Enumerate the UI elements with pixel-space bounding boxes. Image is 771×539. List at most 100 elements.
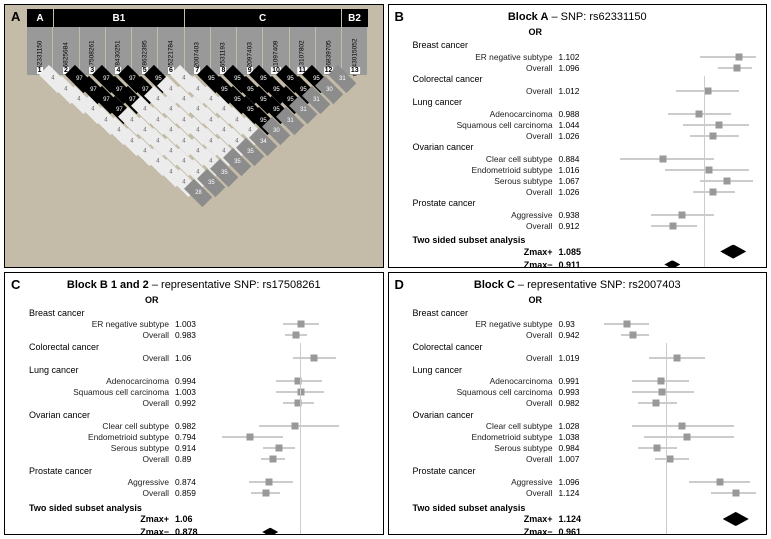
or-value: 1.003 [175, 387, 215, 397]
subtype-label: Adenocarcinoma [29, 376, 175, 386]
subtype-label: Squamous cell carcinoma [413, 120, 559, 130]
zmax-value: 0.911 [559, 260, 599, 268]
or-value: 0.992 [175, 398, 215, 408]
zmax-label: Zmax− [413, 260, 559, 268]
or-value: 1.044 [559, 120, 599, 130]
or-value: 0.983 [175, 330, 215, 340]
forest-row: Adenocarcinoma0.991 [413, 376, 757, 387]
point-marker [715, 121, 722, 128]
zmax-value: 1.085 [559, 247, 599, 257]
forest-row: ER negative subtype1.003 [29, 319, 373, 330]
zmax-value: 0.961 [559, 527, 599, 535]
panel-label: D [395, 277, 404, 292]
ref-line [300, 343, 301, 535]
zmax-label: Zmax− [29, 527, 175, 535]
forest-row-plot [599, 62, 757, 73]
point-marker [297, 321, 304, 328]
forest-row: Squamous cell carcinoma0.993 [413, 387, 757, 398]
forest-row-plot [599, 488, 757, 499]
point-marker [652, 400, 659, 407]
ref-line [666, 343, 667, 535]
forest-row: Serous subtype0.984 [413, 443, 757, 454]
cancer-group: Lung cancer [413, 364, 757, 376]
forest-row: Adenocarcinoma0.994 [29, 376, 373, 387]
forest-row-plot [599, 85, 757, 96]
or-value: 0.993 [559, 387, 599, 397]
or-value: 0.938 [559, 210, 599, 220]
or-value: 0.942 [559, 330, 599, 340]
subtype-label: Overall [413, 131, 559, 141]
forest-row-plot [599, 398, 757, 409]
forest-row-plot [599, 421, 757, 432]
block-seg: C [185, 9, 342, 27]
subtype-label: Endometrioid subtype [29, 432, 175, 442]
forest-row: Aggressive0.874 [29, 477, 373, 488]
subtype-label: Endometrioid subtype [413, 165, 559, 175]
subtype-label: ER negative subtype [29, 319, 175, 329]
forest-row-plot [599, 220, 757, 231]
forest-row-plot [599, 319, 757, 330]
point-marker [659, 389, 666, 396]
point-marker [292, 332, 299, 339]
or-value: 0.984 [559, 443, 599, 453]
analysis-label: Two sided subset analysis [29, 503, 373, 513]
analysis-label: Two sided subset analysis [413, 503, 757, 513]
forest-row: Overall1.019 [413, 353, 757, 364]
subtype-label: Clear cell subtype [413, 154, 559, 164]
forest-row-plot [599, 477, 757, 488]
ref-line [704, 76, 705, 268]
cancer-group: Breast cancer [413, 39, 757, 51]
or-value: 1.003 [175, 319, 215, 329]
or-value: 0.89 [175, 454, 215, 464]
or-header: OR [413, 27, 603, 37]
point-marker [669, 222, 676, 229]
forest-row: Overall1.06 [29, 353, 373, 364]
or-header: OR [413, 295, 603, 305]
forest-row: Overall0.982 [413, 398, 757, 409]
panel-forest-block-b: CBlock B 1 and 2 – representative SNP: r… [4, 272, 384, 536]
point-marker [732, 490, 739, 497]
zmax-plot [599, 259, 757, 268]
or-value: 0.874 [175, 477, 215, 487]
or-value: 0.994 [175, 376, 215, 386]
forest-row-plot [599, 376, 757, 387]
cancer-group: Ovarian cancer [29, 409, 373, 421]
forest-row-plot [215, 443, 373, 454]
subtype-label: Overall [413, 330, 559, 340]
forest-plot: ORBreast cancerER negative subtype0.93Ov… [389, 293, 767, 536]
forest-row-plot [599, 119, 757, 130]
cancer-group: Ovarian cancer [413, 409, 757, 421]
subtype-label: Overall [413, 63, 559, 73]
cancer-group: Lung cancer [29, 364, 373, 376]
point-marker [723, 177, 730, 184]
subtype-label: Adenocarcinoma [413, 376, 559, 386]
subtype-label: Overall [29, 330, 175, 340]
zmax-label: Zmax+ [413, 514, 559, 524]
or-value: 1.028 [559, 421, 599, 431]
or-value: 0.912 [559, 221, 599, 231]
point-marker [292, 423, 299, 430]
block-seg: B1 [54, 9, 185, 27]
panel-title: Block B 1 and 2 – representative SNP: rs… [5, 279, 383, 291]
cancer-group: Breast cancer [413, 307, 757, 319]
subtype-label: Clear cell subtype [413, 421, 559, 431]
forest-plot: ORBreast cancerER negative subtype1.003O… [5, 293, 383, 536]
forest-row: Clear cell subtype1.028 [413, 421, 757, 432]
forest-row-plot [599, 454, 757, 465]
forest-row-plot [599, 443, 757, 454]
forest-row-plot [599, 51, 757, 62]
or-value: 1.124 [559, 488, 599, 498]
panel-ld-plot: AAB1CB2rs623311501rs68256842rs175082613r… [4, 4, 384, 268]
forest-row-plot [599, 175, 757, 186]
cancer-group: Breast cancer [29, 307, 373, 319]
or-value: 0.982 [175, 421, 215, 431]
block-bar: AB1CB2 [27, 9, 369, 27]
subtype-label: Serous subtype [413, 176, 559, 186]
zmax-label: Zmax− [413, 527, 559, 535]
forest-row: Overall0.983 [29, 330, 373, 341]
forest-row: Endometrioid subtype0.794 [29, 432, 373, 443]
point-marker [678, 211, 685, 218]
ci-line [620, 158, 715, 159]
zmax-row: Zmax−0.878 [29, 526, 373, 536]
diamond-marker [723, 512, 749, 526]
